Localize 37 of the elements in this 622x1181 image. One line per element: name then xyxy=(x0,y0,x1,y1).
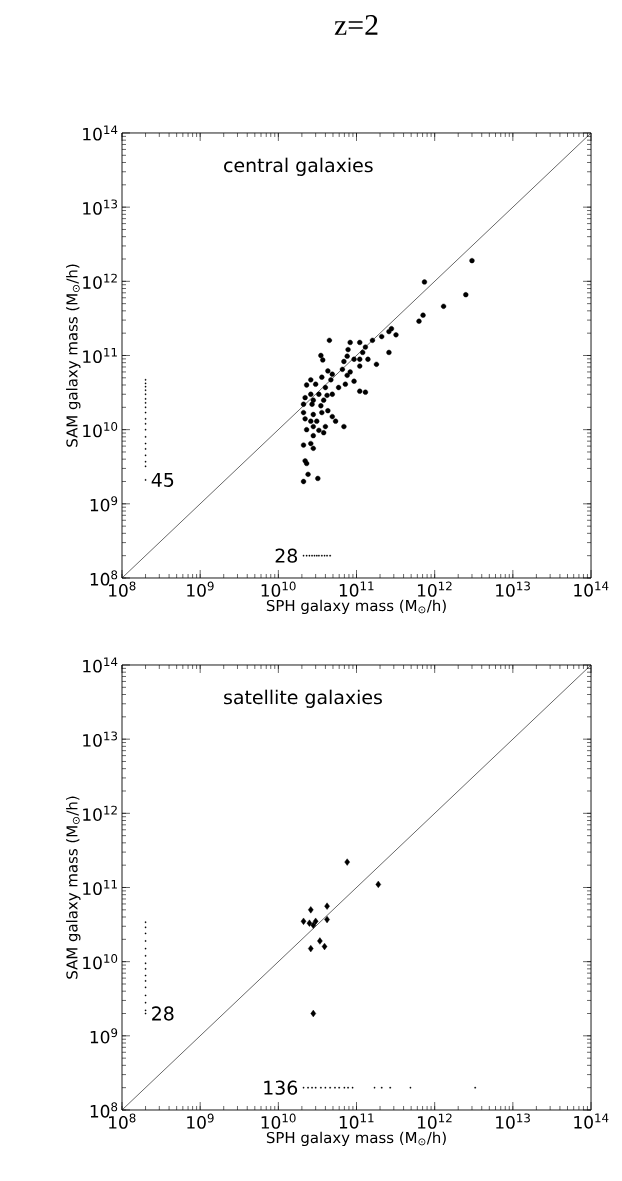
y-tick-label: 10$^{10}$ xyxy=(83,954,118,970)
x-tick-label: 10$^{11}$ xyxy=(339,1113,374,1129)
x-tick-label: 10$^{9}$ xyxy=(187,581,214,597)
y-tick-label: 10$^{14}$ xyxy=(83,657,118,673)
annotation: 28 xyxy=(152,1006,174,1021)
y-tick-label: 10$^{12}$ xyxy=(83,805,117,821)
y-tick-label: 10$^{10}$ xyxy=(83,422,118,438)
y-tick-label: 10$^{11}$ xyxy=(83,879,117,896)
x-tick-label: 10$^{8}$ xyxy=(109,581,136,597)
y-tick-label: 10$^{13}$ xyxy=(83,199,118,215)
y-tick-label: 10$^{13}$ xyxy=(83,731,118,747)
x-tick-label: 10$^{14}$ xyxy=(574,1113,609,1129)
annotation: central galaxies xyxy=(224,157,373,176)
x-tick-label: 10$^{12}$ xyxy=(417,1113,452,1129)
x-tick-label: 10$^{13}$ xyxy=(496,581,530,597)
x-tick-label: 10$^{12}$ xyxy=(417,581,452,597)
y-tick-label: 10$^{9}$ xyxy=(90,496,118,512)
x-axis-title: SPH galaxy mass (M$_{⊙}$/h) xyxy=(266,599,446,615)
y-tick-label: 10$^{12}$ xyxy=(83,273,117,289)
x-tick-label: 10$^{10}$ xyxy=(261,1113,296,1129)
x-tick-label: 10$^{14}$ xyxy=(574,581,609,597)
y-tick-label: 10$^{9}$ xyxy=(90,1028,118,1044)
x-tick-label: 10$^{9}$ xyxy=(187,1113,214,1129)
y-axis-title: SAM galaxy mass (M$_{⊙}$/h) xyxy=(66,796,81,979)
annotation: satellite galaxies xyxy=(224,689,382,708)
annotation: 136 xyxy=(264,1080,298,1095)
chart-title: z=2 xyxy=(334,15,378,35)
annotation: 45 xyxy=(151,472,174,487)
annotation: 28 xyxy=(275,548,298,563)
x-tick-label: 10$^{10}$ xyxy=(261,581,296,597)
x-tick-label: 10$^{11}$ xyxy=(339,581,374,597)
y-tick-label: 10$^{11}$ xyxy=(83,347,117,364)
x-axis-title: SPH galaxy mass (M$_{⊙}$/h) xyxy=(266,1131,446,1147)
y-axis-title: SAM galaxy mass (M$_{⊙}$/h) xyxy=(66,264,81,447)
x-tick-label: 10$^{13}$ xyxy=(496,1113,530,1129)
x-tick-label: 10$^{8}$ xyxy=(109,1113,136,1129)
y-tick-label: 10$^{14}$ xyxy=(83,125,118,141)
